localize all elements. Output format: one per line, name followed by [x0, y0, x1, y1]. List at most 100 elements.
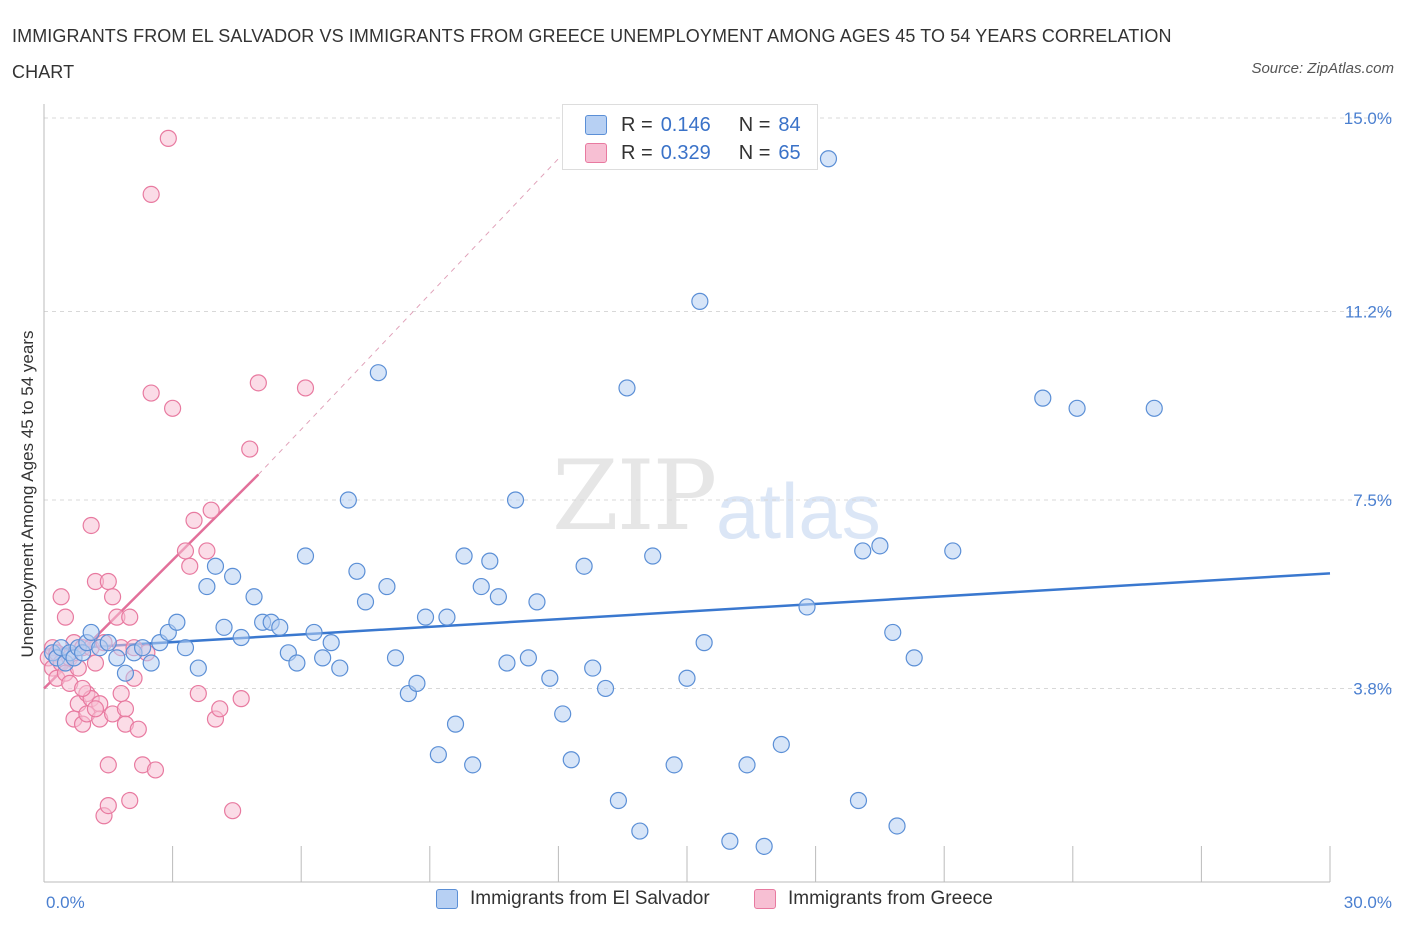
point-salvador — [245, 588, 263, 606]
point-greece — [86, 700, 105, 718]
point-greece — [121, 608, 139, 626]
point-greece — [164, 399, 182, 417]
point-greece — [112, 684, 130, 703]
point-salvador — [1034, 389, 1052, 407]
point-salvador — [695, 634, 713, 652]
point-salvador — [408, 674, 426, 692]
point-greece — [99, 756, 117, 774]
point-greece — [198, 542, 216, 560]
point-salvador — [99, 634, 117, 652]
point-salvador — [1145, 399, 1163, 417]
point-greece — [116, 700, 135, 718]
point-salvador — [772, 735, 790, 754]
point-salvador — [691, 292, 709, 310]
point-salvador — [446, 715, 465, 733]
point-greece — [224, 802, 242, 820]
point-salvador — [198, 577, 216, 596]
point-salvador — [271, 618, 289, 636]
point-salvador — [472, 577, 490, 596]
axis-labels: 3.8% 7.5% 11.2% 15.0% 0.0% 30.0% Unemployment … — [18, 109, 1392, 912]
point-salvador — [498, 654, 516, 672]
y-axis-title: Unemployment Among Ages 45 to 54 years — [18, 331, 37, 658]
point-greece — [82, 516, 100, 535]
legend-r-label: R = — [621, 113, 653, 136]
point-greece — [189, 684, 207, 703]
chart-title: IMMIGRANTS FROM EL SALVADOR VS IMMIGRANT… — [12, 26, 1172, 82]
point-salvador — [884, 623, 902, 642]
y-tick-label: 3.8% — [1353, 679, 1392, 698]
point-salvador — [849, 791, 868, 810]
point-salvador — [314, 649, 332, 667]
point-salvador — [288, 654, 306, 672]
point-salvador — [854, 542, 872, 560]
point-salvador — [554, 705, 572, 723]
point-salvador — [378, 577, 396, 596]
point-salvador — [142, 654, 160, 672]
point-salvador — [631, 822, 649, 840]
point-greece — [103, 588, 122, 606]
grid-lines — [44, 117, 1392, 689]
point-salvador — [888, 817, 906, 835]
bottom-swatch-salvador — [436, 889, 458, 909]
source-label: Source: ZipAtlas.com — [1251, 60, 1394, 77]
point-salvador — [481, 552, 499, 570]
point-greece — [142, 185, 160, 203]
bottom-legend-salvador: Immigrants from El Salvador — [436, 888, 710, 910]
point-salvador — [455, 547, 473, 565]
point-salvador — [562, 751, 580, 769]
legend-r-value: 0.329 — [660, 141, 711, 164]
bottom-legend-label: Immigrants from El Salvador — [470, 888, 710, 909]
point-greece — [185, 511, 203, 529]
trend-lines — [43, 158, 1331, 690]
legend-swatch-greece — [585, 143, 607, 163]
point-salvador — [176, 639, 195, 657]
point-salvador — [541, 669, 559, 687]
point-greece — [159, 129, 177, 147]
point-salvador — [489, 588, 507, 606]
point-salvador — [416, 608, 435, 626]
point-salvador — [584, 659, 602, 677]
point-salvador — [575, 557, 593, 575]
point-greece — [202, 501, 220, 519]
point-salvador — [348, 562, 366, 580]
axes — [43, 104, 1331, 883]
point-salvador — [755, 837, 773, 855]
watermark-atlas: atlas — [716, 467, 881, 555]
point-greece — [181, 557, 199, 575]
bottom-legend-label: Immigrants from Greece — [788, 888, 993, 909]
point-salvador — [944, 542, 962, 560]
x-tick-label: 0.0% — [46, 893, 85, 912]
point-salvador — [438, 608, 456, 626]
correlation-legend: R = 0.146 N = 84 R = 0.329 N = 65 — [562, 104, 818, 170]
point-salvador — [429, 746, 447, 764]
point-salvador — [665, 756, 683, 774]
y-tick-label: 15.0% — [1344, 109, 1392, 128]
point-salvador — [819, 150, 838, 168]
legend-swatch-salvador — [585, 115, 607, 135]
point-salvador — [369, 364, 387, 382]
point-salvador — [871, 537, 889, 555]
legend-n-value: 65 — [778, 141, 801, 164]
point-greece — [56, 608, 75, 626]
point-salvador — [232, 628, 250, 647]
point-salvador — [528, 593, 546, 611]
point-greece — [121, 791, 139, 810]
point-salvador — [133, 639, 152, 657]
point-salvador — [1068, 399, 1086, 417]
point-salvador — [116, 664, 135, 682]
bottom-legend-greece: Immigrants from Greece — [754, 888, 993, 910]
legend-n-label: N = — [738, 113, 771, 136]
point-greece — [73, 679, 92, 698]
trend-line-greece-extension — [257, 158, 559, 475]
legend-row-salvador: R = 0.146 N = 84 — [585, 113, 801, 137]
point-salvador — [386, 649, 405, 667]
point-greece — [249, 374, 267, 392]
point-salvador — [798, 598, 816, 616]
point-salvador — [609, 791, 628, 810]
point-salvador — [215, 618, 233, 636]
point-greece — [142, 384, 160, 402]
point-greece — [241, 440, 259, 458]
point-salvador — [519, 649, 537, 667]
point-greece — [176, 542, 195, 560]
